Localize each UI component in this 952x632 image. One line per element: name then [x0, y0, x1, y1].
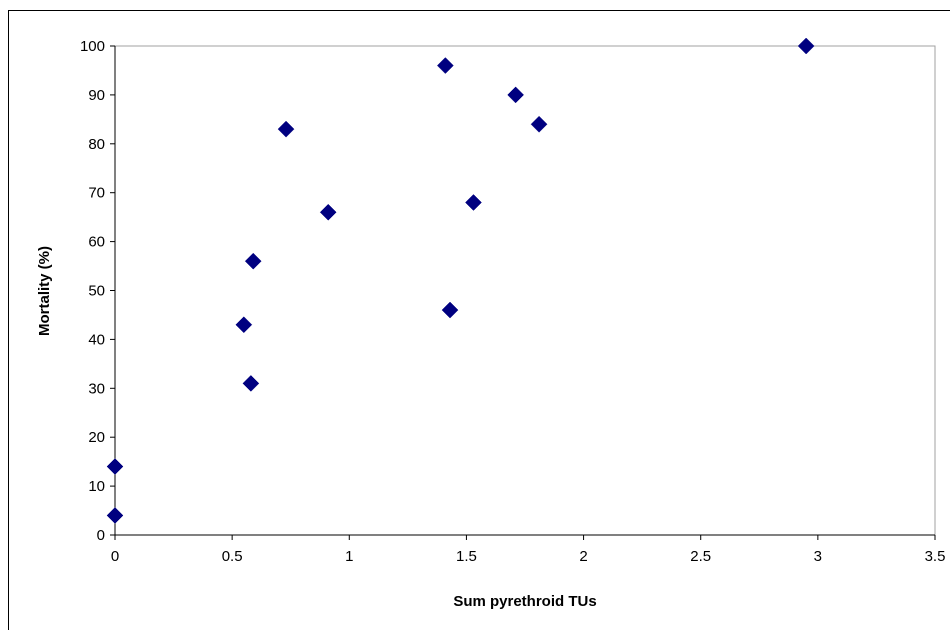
y-tick-label: 40: [88, 331, 105, 348]
x-tick-label: 0: [111, 548, 119, 565]
data-point: [242, 375, 260, 392]
data-point: [441, 301, 459, 319]
plot-area: [114, 45, 936, 536]
y-tick-label: 100: [80, 38, 105, 55]
data-point: [244, 252, 262, 270]
y-axis-title: Mortality (%): [36, 246, 53, 336]
data-point: [530, 115, 548, 133]
x-axis-title: Sum pyrethroid TUs: [453, 593, 596, 610]
chart-frame: [8, 10, 950, 630]
data-point: [436, 57, 454, 74]
data-point: [797, 37, 815, 55]
data-point: [507, 86, 524, 104]
y-tick-labels: 0 10 20 30 40 50 60 70 80 90 100: [80, 38, 115, 544]
x-tick-label: 0.5: [222, 548, 243, 565]
y-tick-label: 70: [88, 185, 105, 202]
data-point: [319, 203, 337, 221]
x-tick-labels: 0 0.5 1 1.5 2 2.5 3 3.5: [111, 535, 946, 565]
y-tick-label: 60: [88, 234, 105, 251]
data-point: [235, 316, 253, 334]
data-point: [465, 194, 482, 211]
data-point: [277, 120, 295, 138]
x-tick-label: 2.5: [690, 548, 711, 565]
y-tick-label: 10: [88, 478, 105, 495]
y-tick-label: 50: [88, 283, 105, 300]
y-tick-label: 20: [88, 429, 105, 446]
data-point: [106, 458, 124, 475]
y-tick-label: 30: [88, 380, 105, 397]
y-tick-label: 80: [88, 136, 105, 153]
x-tick-label: 1: [345, 548, 353, 565]
y-tick-label: 0: [97, 527, 105, 544]
axes: [114, 45, 936, 536]
data-points: [106, 37, 815, 524]
y-tick-label: 90: [88, 87, 105, 104]
x-tick-label: 2: [579, 548, 587, 565]
x-tick-label: 3: [814, 548, 822, 565]
data-point: [106, 507, 124, 524]
x-tick-label: 1.5: [456, 548, 477, 565]
x-tick-label: 3.5: [925, 548, 946, 565]
